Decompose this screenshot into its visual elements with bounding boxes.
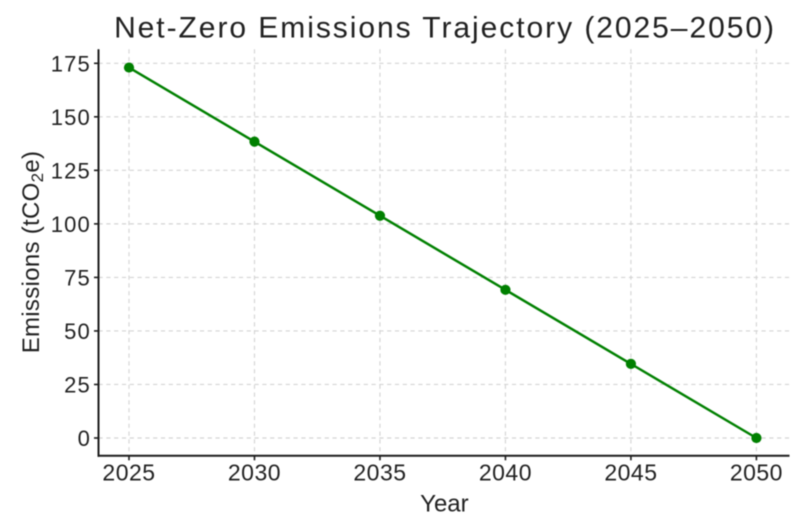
svg-text:Emissions (tCO2e): Emissions (tCO2e) xyxy=(18,151,47,354)
svg-text:75: 75 xyxy=(64,265,91,290)
svg-text:2050: 2050 xyxy=(730,459,783,485)
svg-text:2035: 2035 xyxy=(353,459,406,485)
svg-text:2025: 2025 xyxy=(102,459,155,485)
svg-text:Year: Year xyxy=(420,490,469,517)
svg-text:2030: 2030 xyxy=(228,459,281,485)
svg-text:2040: 2040 xyxy=(479,459,532,485)
svg-text:25: 25 xyxy=(64,373,91,398)
svg-text:150: 150 xyxy=(51,105,91,130)
svg-text:175: 175 xyxy=(51,51,91,76)
svg-text:50: 50 xyxy=(64,319,91,344)
svg-text:Net-Zero Emissions Trajectory: Net-Zero Emissions Trajectory (2025–2050… xyxy=(114,12,776,45)
svg-text:0: 0 xyxy=(78,426,91,451)
svg-text:100: 100 xyxy=(51,212,91,237)
svg-text:125: 125 xyxy=(51,158,91,183)
svg-text:2045: 2045 xyxy=(604,459,657,485)
